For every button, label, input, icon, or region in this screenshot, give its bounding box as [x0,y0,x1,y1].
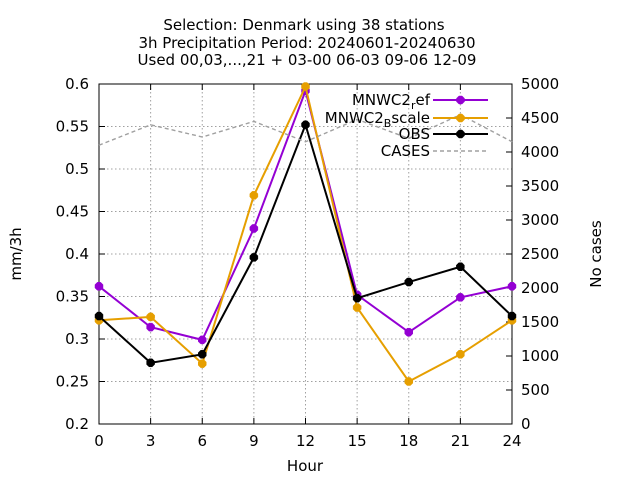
x-axis-label: Hour [287,457,324,475]
y-tick-label: 0.2 [65,415,89,433]
y-tick-label: 0.35 [56,288,89,306]
y-tick-label: 0.55 [56,118,89,136]
legend-label: MNWC2ref [352,91,431,112]
x-tick-label: 18 [399,432,418,450]
y-tick-label: 0.25 [56,373,89,391]
data-point [146,312,155,322]
data-point [404,377,413,386]
y2-tick-label: 5000 [521,75,559,93]
y-tick-label: 0.45 [56,203,89,221]
data-point [404,327,413,337]
legend-marker [456,113,465,123]
y-tick-label: 0.3 [65,330,89,348]
y-tick-label: 0.6 [65,75,89,93]
y2-tick-label: 500 [521,381,550,399]
data-point [352,293,362,303]
x-tick-label: 3 [146,432,156,450]
chart-title-line-2: 3h Precipitation Period: 20240601-202406… [138,34,475,52]
y2-tick-label: 2500 [521,245,559,263]
data-point [456,262,465,271]
y2-tick-label: 4000 [521,143,559,161]
data-point [301,120,310,130]
y2-tick-label: 2000 [521,279,559,297]
data-point [352,303,362,312]
y2-tick-label: 4500 [521,109,559,127]
axis-ticks: 0 3 6 9 12 15 18 21 24 0.2 0.25 0.3 0.35 0.4 0.45 0.5 0.… [56,75,560,450]
y-tick-label: 0.5 [65,160,89,178]
y2-tick-label: 1500 [521,313,559,331]
y2-tick-label: 3000 [521,211,559,229]
y2-tick-label: 0 [521,415,531,433]
x-tick-label: 21 [451,432,470,450]
data-point [146,322,155,332]
y2-tick-label: 1000 [521,347,559,365]
y-tick-label: 0.4 [65,245,89,263]
chart-title-line-1: Selection: Denmark using 38 stations [163,16,444,34]
legend-entry-mnwc2bscale: MNWC2Bscale [325,109,488,130]
legend-marker [456,95,465,105]
series-line [98,113,513,146]
series-layer [94,82,517,386]
grid-lines [99,84,512,424]
x-tick-label: 24 [502,432,521,450]
x-tick-label: 15 [348,432,367,450]
data-point [94,311,104,321]
x-tick-label: 0 [94,432,104,450]
legend-entry-mnwc2ref: MNWC2ref [352,91,488,112]
x-tick-label: 6 [197,432,207,450]
legend-label: OBS [399,125,430,143]
legend-entry-obs: OBS [399,125,488,143]
series-obs [94,120,517,368]
data-point [146,358,155,368]
data-point [456,293,465,302]
series-cases [98,113,513,146]
legend-entry-cases: CASES [381,142,488,160]
x-tick-label: 9 [249,432,259,450]
data-point [507,282,517,291]
data-point [456,350,465,359]
legend-marker [456,129,465,139]
data-point [198,335,207,345]
data-point [249,253,259,262]
data-point [198,350,207,359]
data-point [249,224,259,233]
chart-title-line-3: Used 00,03,...,21 + 03-00 06-03 09-06 12… [138,51,477,69]
legend-label: MNWC2Bscale [325,109,430,130]
y2-tick-label: 3500 [521,177,559,195]
x-tick-label: 12 [296,432,315,450]
data-point [198,359,207,368]
legend-label: CASES [381,142,430,160]
y-axis-label: mm/3h [7,227,25,280]
data-point [507,311,517,321]
data-point [404,277,413,287]
y2-axis-label: No cases [587,220,605,288]
data-point [249,191,259,200]
data-point [94,282,104,291]
data-point [301,82,310,91]
